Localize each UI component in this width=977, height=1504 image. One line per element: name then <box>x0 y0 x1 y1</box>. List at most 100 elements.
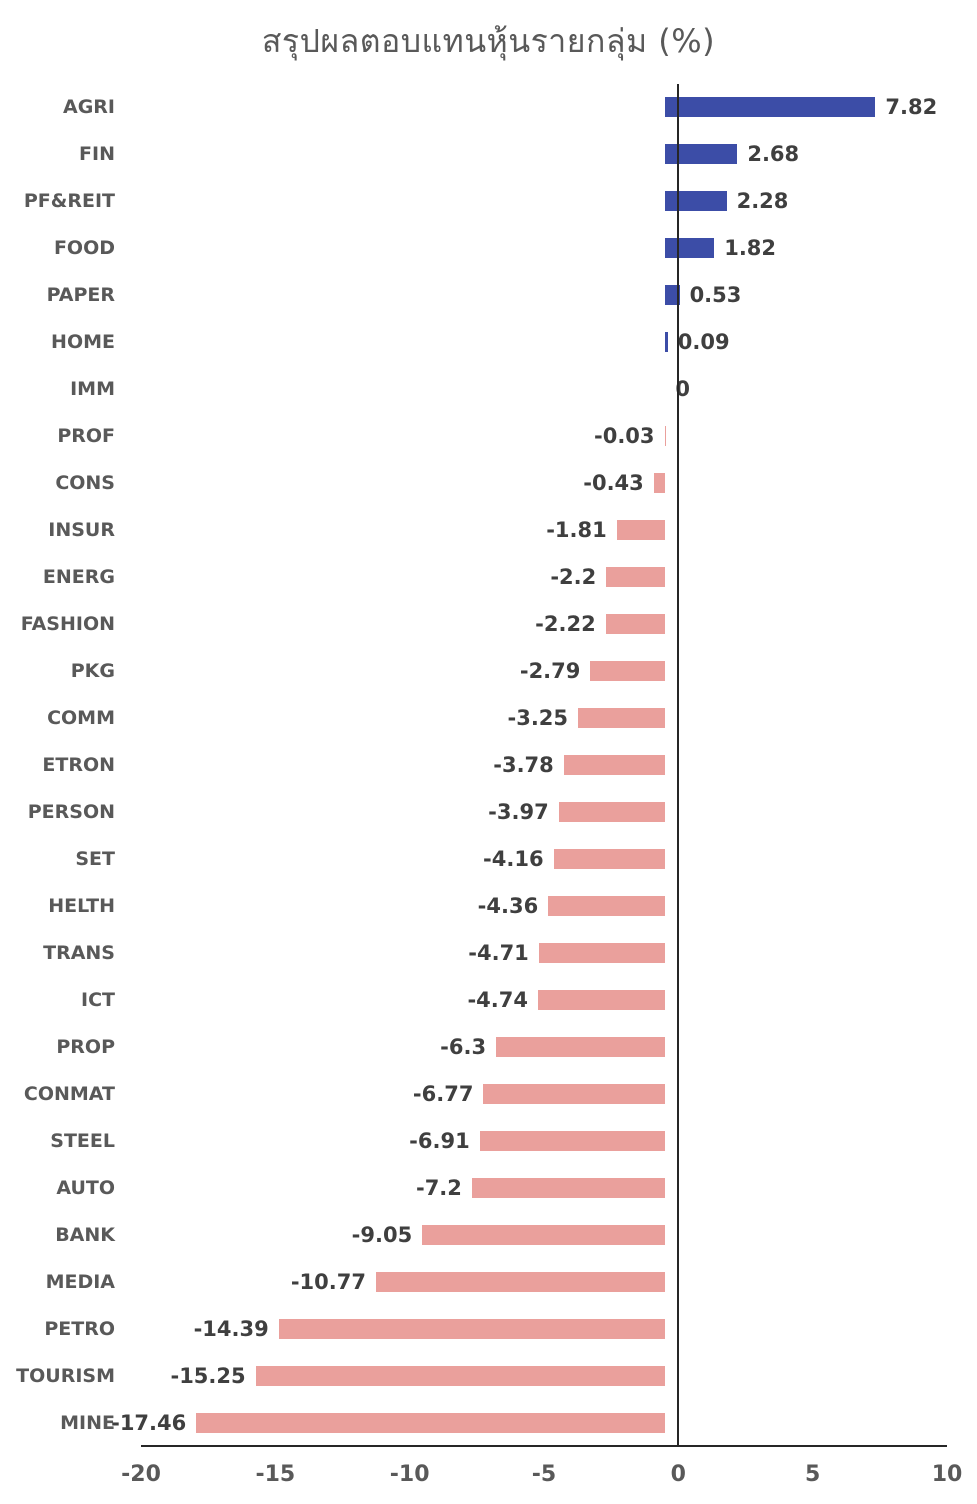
category-label: INSUR <box>48 519 115 542</box>
value-label: -9.05 <box>351 1222 413 1247</box>
x-axis-line <box>141 1445 947 1447</box>
bar-row: PETRO -14.39 <box>0 1305 977 1352</box>
value-label: -3.25 <box>507 706 569 731</box>
bar-track: 2.68 <box>128 131 934 178</box>
bar <box>278 1318 666 1339</box>
category-label: STEEL <box>50 1129 115 1152</box>
category-label: PKG <box>70 660 115 683</box>
bar-track: 0.53 <box>128 272 934 319</box>
bar-track: -14.39 <box>128 1305 934 1352</box>
bar-track: -2.22 <box>128 601 934 648</box>
value-label: -14.39 <box>193 1316 269 1341</box>
bar <box>616 520 666 541</box>
value-label: -10.77 <box>290 1269 366 1294</box>
category-label: HELTH <box>48 894 115 917</box>
value-label: -2.22 <box>535 612 596 637</box>
bar-track: -0.43 <box>128 460 934 507</box>
category-label: FIN <box>79 143 115 166</box>
category-label: PROF <box>57 425 115 448</box>
bar-row: FASHION -2.22 <box>0 601 977 648</box>
bar-row: SET -4.16 <box>0 836 977 883</box>
x-axis-tick-label: -15 <box>255 1462 296 1487</box>
bar-row: TRANS -4.71 <box>0 929 977 976</box>
bar <box>665 191 727 212</box>
bar-row: AGRI 7.82 <box>0 84 977 131</box>
bar-row: FOOD 1.82 <box>0 225 977 272</box>
chart-title: สรุปผลตอบแทนหุ้นรายกลุ่ม (%) <box>261 22 716 60</box>
bar-track: -1.81 <box>128 507 934 554</box>
category-label: SET <box>75 847 115 870</box>
x-axis-tick-label: -10 <box>389 1462 430 1487</box>
bar-row: ICT -4.74 <box>0 976 977 1023</box>
value-label: 1.82 <box>724 236 777 261</box>
category-label: TRANS <box>43 941 115 964</box>
bar-track: 7.82 <box>128 84 938 131</box>
category-label: MEDIA <box>45 1270 115 1293</box>
value-label: -0.03 <box>594 424 655 449</box>
value-label: -6.3 <box>440 1034 487 1059</box>
bar-track: -4.71 <box>128 929 934 976</box>
x-axis-tick-label: 5 <box>805 1462 821 1487</box>
bar-track: -4.16 <box>128 836 934 883</box>
bar-row: PROP -6.3 <box>0 1023 977 1070</box>
category-label: PETRO <box>44 1317 115 1340</box>
bar <box>548 895 666 916</box>
value-label: -6.91 <box>409 1128 470 1153</box>
bar-track: 1.82 <box>128 225 934 272</box>
bar <box>558 802 666 823</box>
bar-track: -10.77 <box>128 1258 934 1305</box>
bar-row: PROF -0.03 <box>0 413 977 460</box>
category-label: PF&REIT <box>23 190 115 213</box>
bar <box>553 848 666 869</box>
category-label: IMM <box>70 378 115 401</box>
bar-track: -2.79 <box>128 648 934 695</box>
value-label: -4.16 <box>483 846 544 871</box>
bar-track: 2.28 <box>128 178 934 225</box>
bar-row: ETRON -3.78 <box>0 742 977 789</box>
bar-row: FIN 2.68 <box>0 131 977 178</box>
category-label: COMM <box>47 707 115 730</box>
bar-track: -3.25 <box>128 695 934 742</box>
bar <box>665 238 715 259</box>
value-label: 2.28 <box>736 189 789 214</box>
x-axis-tick-label: 0 <box>670 1462 686 1487</box>
category-label: ENERG <box>42 566 115 589</box>
category-label: ICT <box>81 988 115 1011</box>
value-label: 0.09 <box>677 330 730 355</box>
bar <box>538 942 666 963</box>
value-label: -7.2 <box>415 1175 462 1200</box>
bar-track: -2.2 <box>128 554 934 601</box>
bar-row: PAPER 0.53 <box>0 272 977 319</box>
bar-row: AUTO -7.2 <box>0 1164 977 1211</box>
bar-row: ENERG -2.2 <box>0 554 977 601</box>
x-axis-tick-label: 10 <box>931 1462 963 1487</box>
bar <box>578 708 666 729</box>
bar-track: -7.2 <box>128 1164 934 1211</box>
bar-row: CONMAT -6.77 <box>0 1070 977 1117</box>
bar-track: -4.74 <box>128 976 934 1023</box>
bar <box>537 989 666 1010</box>
bar-row: BANK -9.05 <box>0 1211 977 1258</box>
bar-track: -9.05 <box>128 1211 934 1258</box>
value-label: -0.43 <box>583 471 644 496</box>
bar-row: HOME 0.09 <box>0 319 977 366</box>
value-label: 2.68 <box>747 142 800 167</box>
category-label: FASHION <box>20 613 115 636</box>
value-label: -4.74 <box>467 987 528 1012</box>
value-label: -2.2 <box>550 565 597 590</box>
bar <box>665 332 668 353</box>
value-label: -6.77 <box>412 1081 474 1106</box>
category-label: PROP <box>56 1035 115 1058</box>
bar-track: -3.97 <box>128 789 934 836</box>
bar <box>665 144 738 165</box>
category-label: BANK <box>55 1223 115 1246</box>
value-label: 7.82 <box>885 95 938 120</box>
category-label: FOOD <box>53 237 115 260</box>
value-label: -2.79 <box>519 659 581 684</box>
bar-row: COMM -3.25 <box>0 695 977 742</box>
category-label: AGRI <box>63 96 115 119</box>
category-label: MINE <box>60 1411 115 1434</box>
category-label: TOURISM <box>16 1364 115 1387</box>
bar-track: -17.46 <box>111 1399 934 1446</box>
